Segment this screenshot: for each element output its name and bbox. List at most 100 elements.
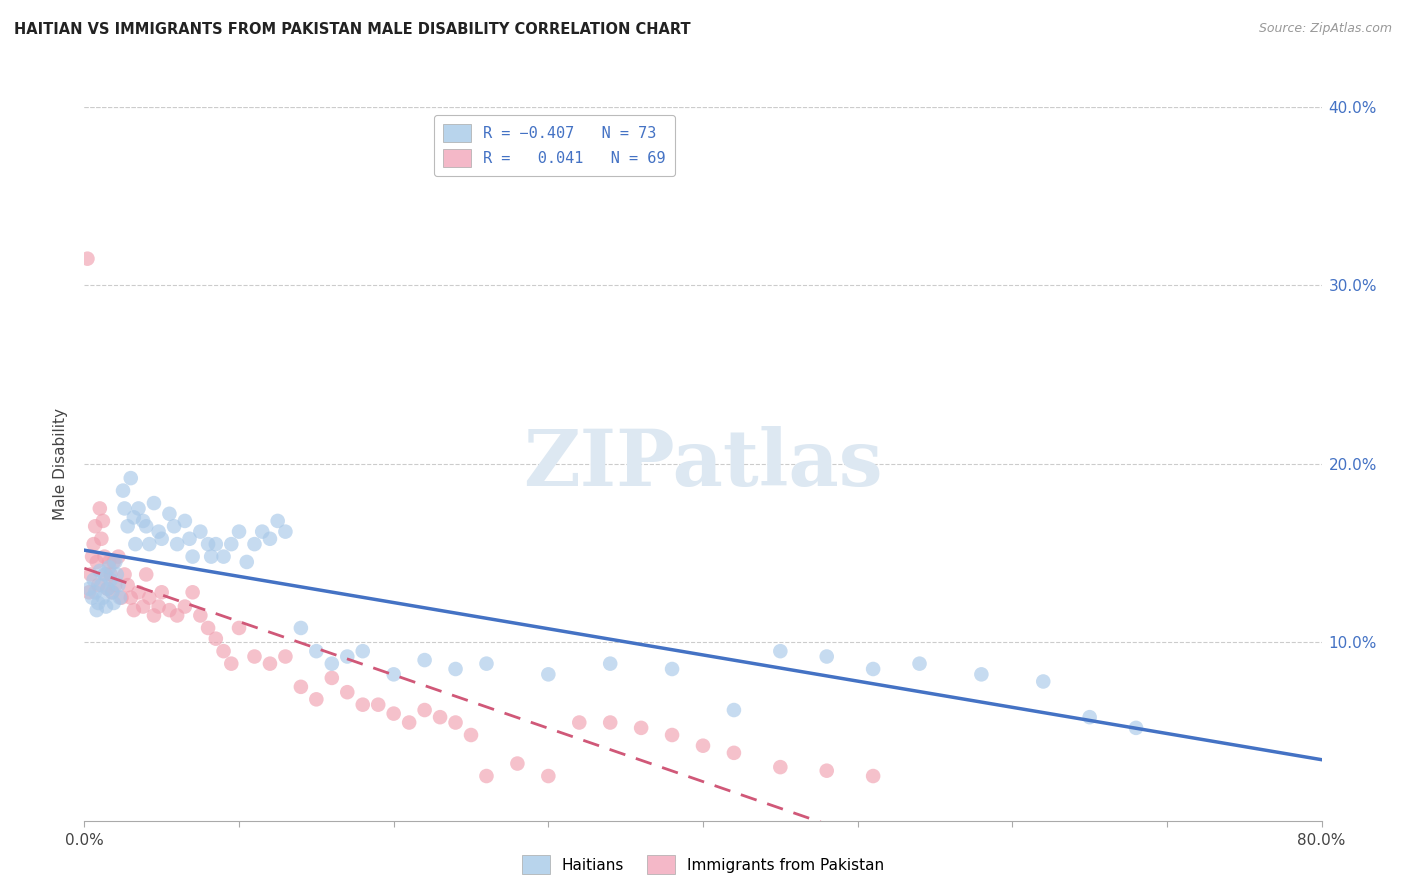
Point [150,585,173,599]
Point [661,662,683,676]
Point [475,657,498,671]
Point [132,599,155,614]
Point [97,582,120,596]
Point [86,603,108,617]
Text: ZIPatlas: ZIPatlas [523,425,883,502]
Point [382,706,405,721]
Point [94,599,117,614]
Point [181,585,204,599]
Point [87,596,110,610]
Point [166,537,188,551]
Point [98,560,121,574]
Point [429,710,451,724]
Point [661,728,683,742]
Point [537,769,560,783]
Point [862,662,884,676]
Point [114,567,136,582]
Point [252,524,274,539]
Point [93,567,115,582]
Point [122,510,145,524]
Point [143,608,166,623]
Point [212,644,235,658]
Point [290,680,312,694]
Point [197,621,219,635]
Point [537,667,560,681]
Point [135,519,157,533]
Point [128,501,150,516]
Point [103,596,125,610]
Point [352,644,374,658]
Point [630,721,652,735]
Point [104,578,127,592]
Point [568,715,591,730]
Point [117,519,139,533]
Point [1078,710,1101,724]
Point [236,555,259,569]
Point [267,514,290,528]
Point [205,537,228,551]
Point [77,582,100,596]
Point [181,549,204,564]
Point [91,514,114,528]
Point [382,667,405,681]
Point [815,764,838,778]
Point [259,657,281,671]
Point [117,578,139,592]
Point [90,532,112,546]
Point [769,760,792,774]
Point [398,715,420,730]
Point [815,649,838,664]
Point [83,537,105,551]
Legend: Haitians, Immigrants from Pakistan: Haitians, Immigrants from Pakistan [516,849,890,880]
Point [101,585,124,599]
Point [444,715,467,730]
Point [723,746,745,760]
Point [259,532,281,546]
Point [100,567,122,582]
Point [138,537,160,551]
Point [128,585,150,599]
Point [87,578,110,592]
Point [769,644,792,658]
Point [110,591,132,605]
Point [1032,674,1054,689]
Point [82,549,104,564]
Point [228,621,250,635]
Point [86,555,108,569]
Point [159,507,181,521]
Point [93,549,115,564]
Point [163,519,186,533]
Point [104,555,127,569]
Point [908,657,931,671]
Point [305,644,328,658]
Point [135,567,157,582]
Point [105,567,128,582]
Point [970,667,993,681]
Point [84,519,107,533]
Point [114,501,136,516]
Point [321,657,343,671]
Point [76,252,98,266]
Point [336,685,359,699]
Point [212,549,235,564]
Point [97,582,120,596]
Point [124,537,146,551]
Point [221,657,243,671]
Point [179,532,201,546]
Point [200,549,222,564]
Point [506,756,529,771]
Point [82,591,104,605]
Point [188,608,212,623]
Point [274,524,297,539]
Point [89,501,111,516]
Point [91,591,114,605]
Point [132,514,155,528]
Point [197,537,219,551]
Text: Source: ZipAtlas.com: Source: ZipAtlas.com [1258,22,1392,36]
Point [188,524,212,539]
Point [599,657,621,671]
Point [352,698,374,712]
Point [336,649,359,664]
Point [83,573,105,587]
Point [101,585,124,599]
